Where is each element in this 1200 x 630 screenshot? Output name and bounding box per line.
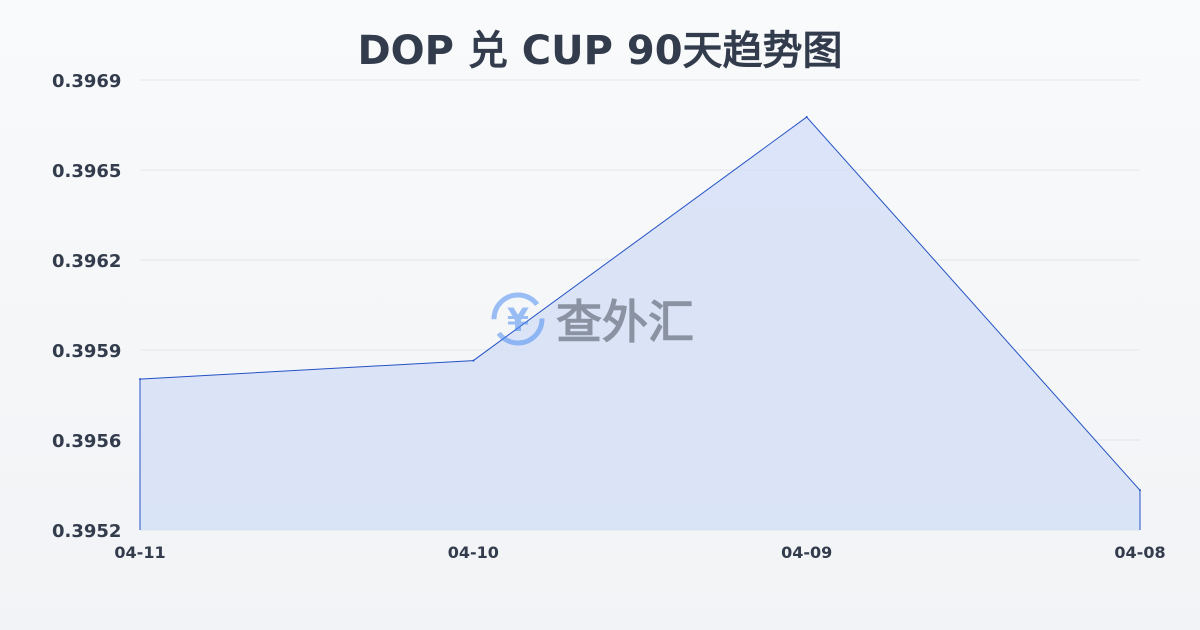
- x-tick-label: 04-09: [781, 543, 832, 562]
- yuan-exchange-icon: ¥: [491, 292, 545, 346]
- x-tick-label: 04-11: [114, 543, 165, 562]
- x-tick-label: 04-08: [1114, 543, 1165, 562]
- area-fill: [140, 117, 1140, 530]
- y-tick-label: 0.3965: [52, 161, 121, 182]
- y-tick-label: 0.3959: [52, 341, 121, 362]
- y-tick-label: 0.3952: [52, 521, 121, 542]
- svg-text:¥: ¥: [507, 301, 529, 339]
- watermark: ¥ 查外汇: [488, 286, 694, 352]
- y-tick-label: 0.3969: [52, 71, 121, 92]
- data-point: [805, 116, 808, 119]
- y-tick-label: 0.3962: [52, 251, 121, 272]
- data-point: [139, 378, 141, 381]
- chart-title: DOP 兑 CUP 90天趋势图: [357, 28, 843, 74]
- y-tick-label: 0.3956: [52, 431, 121, 452]
- data-point: [1139, 489, 1141, 492]
- data-point: [472, 359, 475, 362]
- watermark-text: 查外汇: [556, 295, 694, 349]
- x-tick-label: 04-10: [448, 543, 499, 562]
- series-line: [139, 116, 1141, 530]
